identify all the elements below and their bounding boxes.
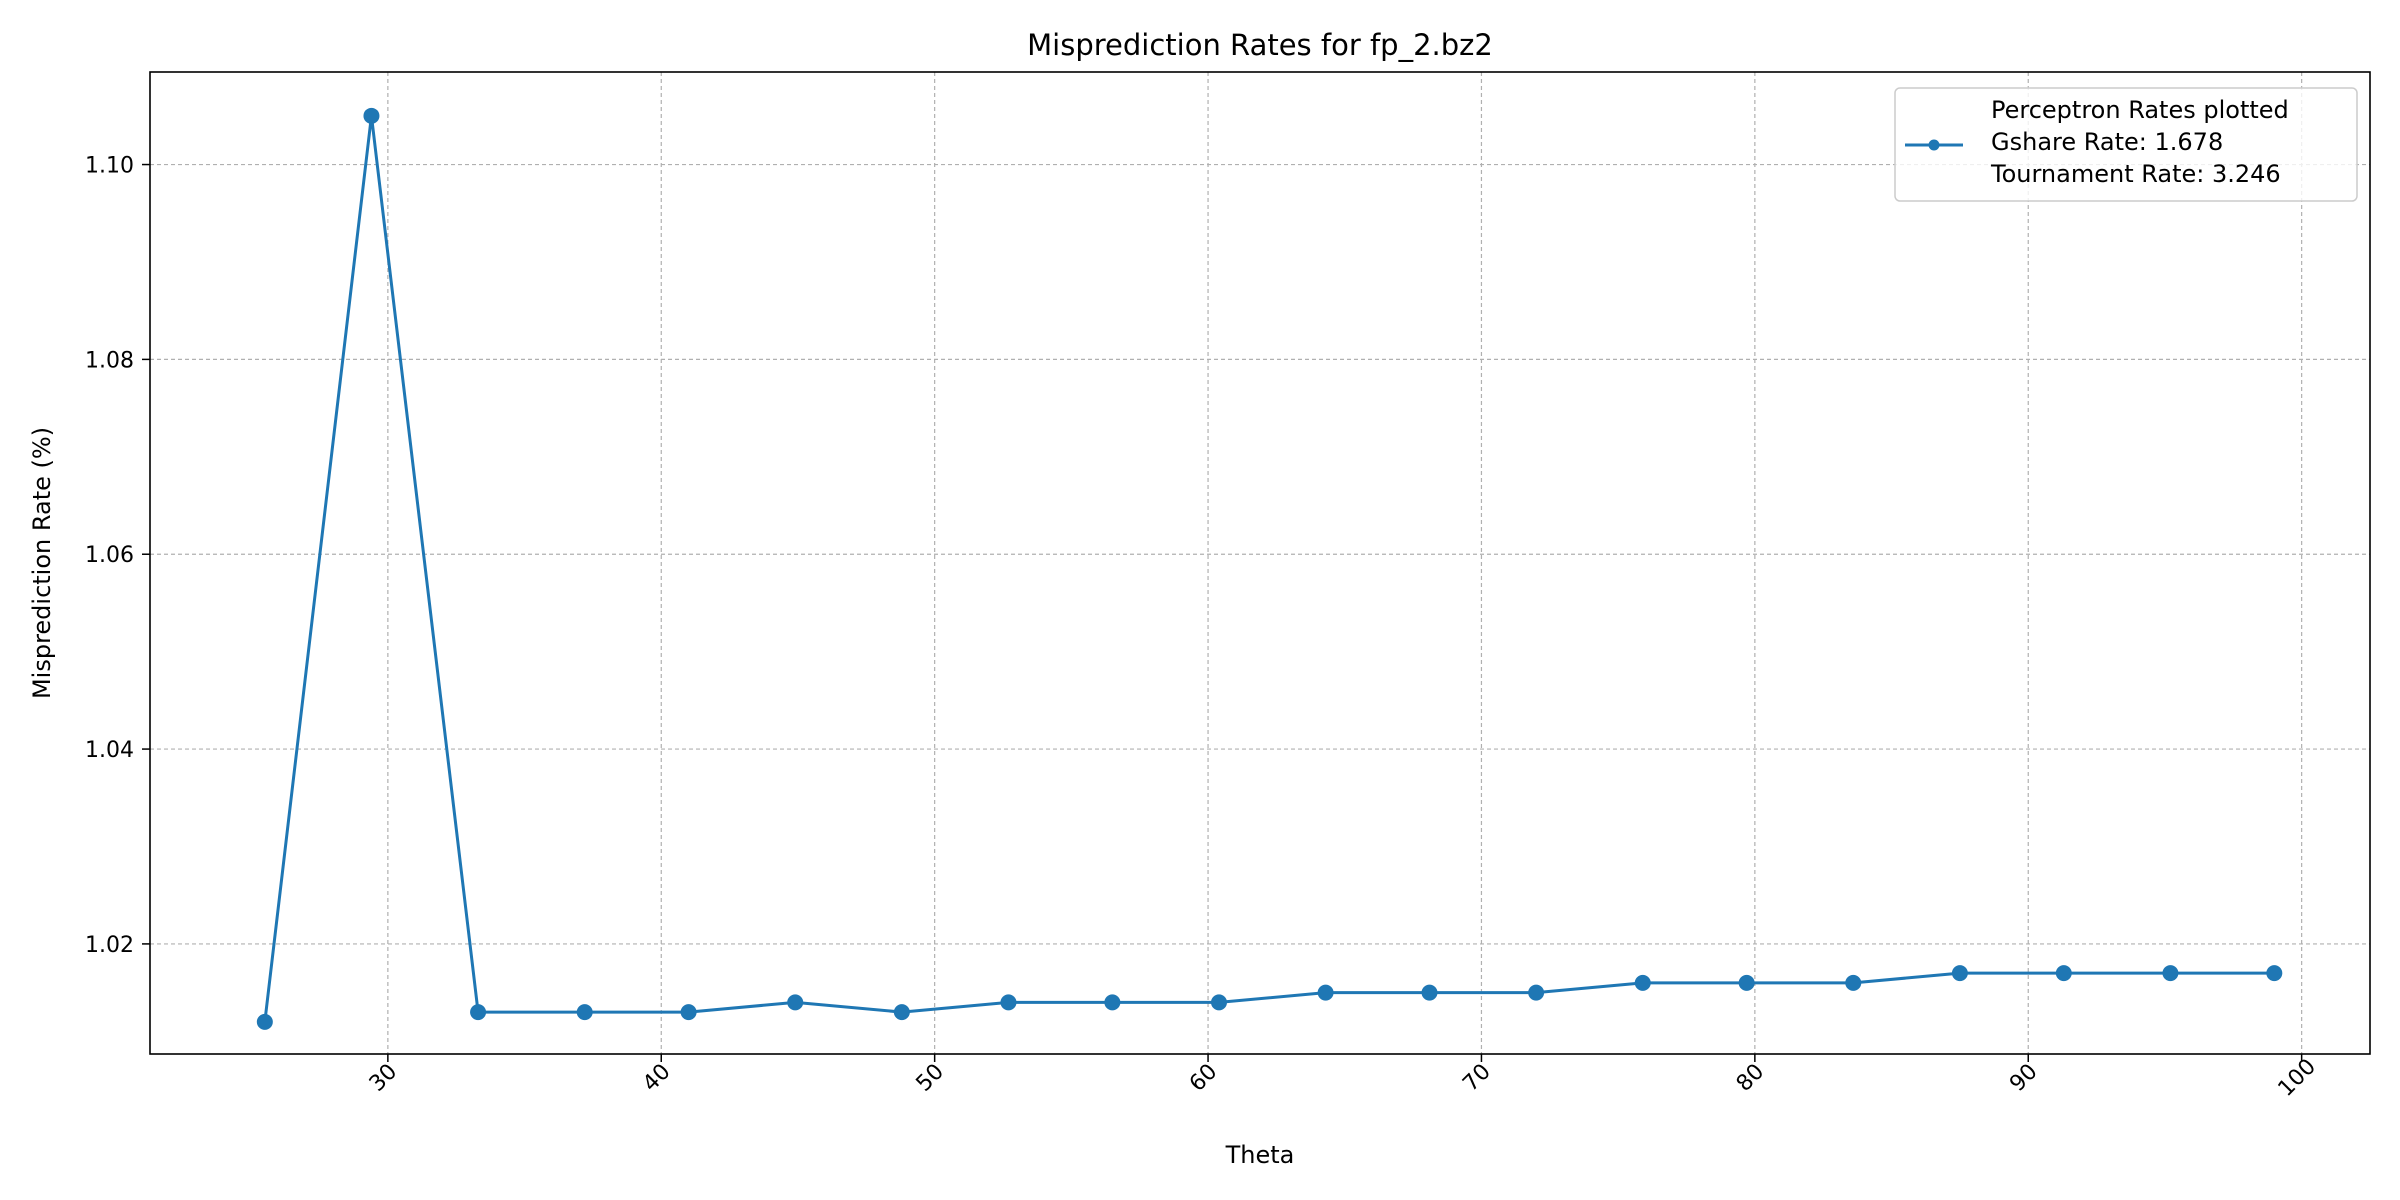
data-point [1210, 994, 1227, 1011]
plot-frame [149, 71, 2371, 1055]
data-point [680, 1004, 697, 1021]
legend-box [1894, 87, 2358, 202]
series-line [263, 114, 2275, 1023]
data-point [1528, 984, 1545, 1001]
series-layer [256, 107, 2283, 1030]
data-point [363, 107, 380, 124]
data-point [2055, 965, 2072, 982]
y-axis-label: Misprediction Rate (%) [28, 427, 56, 699]
data-point [1104, 994, 1121, 1011]
legend-entry-tournament: Tournament Rate: 3.246 [1990, 160, 2281, 188]
y-tick-label: 1.10 [85, 154, 134, 179]
y-tick-label: 1.08 [85, 348, 134, 373]
x-axis-label: Theta [1225, 1141, 1295, 1169]
data-point [1421, 984, 1438, 1001]
legend-entry-gshare: Gshare Rate: 1.678 [1991, 128, 2223, 156]
legend: Perceptron Rates plotted Gshare Rate: 1.… [1894, 87, 2358, 202]
data-point [1951, 965, 1968, 982]
y-tick-label: 1.04 [85, 738, 134, 763]
data-point [1845, 974, 1862, 991]
y-tick-label: 1.06 [85, 543, 134, 568]
data-point [2266, 965, 2283, 982]
legend-entry-perceptron: Perceptron Rates plotted [1991, 96, 2289, 124]
data-point [576, 1004, 593, 1021]
data-point [893, 1004, 910, 1021]
y-tick-label: 1.02 [85, 933, 134, 958]
data-point [1000, 994, 1017, 1011]
legend-marker-swatch [1928, 139, 1940, 151]
data-point [470, 1004, 487, 1021]
data-point [2162, 965, 2179, 982]
data-point [787, 994, 804, 1011]
data-point [1634, 974, 1651, 991]
data-point [1317, 984, 1334, 1001]
data-point [256, 1013, 273, 1030]
chart-title: Misprediction Rates for fp_2.bz2 [1027, 28, 1493, 62]
data-point [1738, 974, 1755, 991]
grid-layer [150, 72, 2370, 1054]
